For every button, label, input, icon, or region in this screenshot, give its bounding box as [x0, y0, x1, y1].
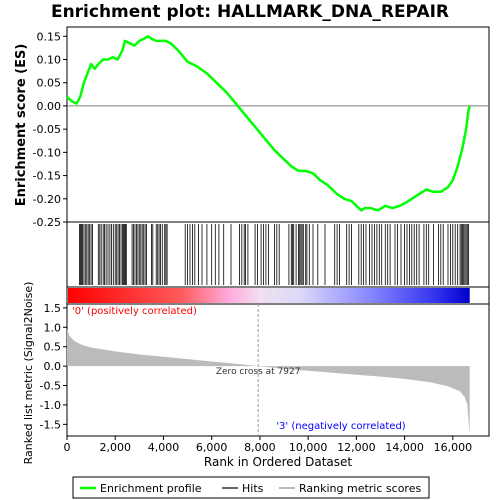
es-y-tick-label: -0.25: [33, 216, 61, 229]
es-y-tick-label: -0.05: [33, 123, 61, 136]
metric-y-tick-label: 1.5: [44, 302, 62, 315]
metric-y-tick-label: -1.5: [40, 418, 61, 431]
metric-y-tick-label: 0.0: [44, 360, 62, 373]
es-y-tick-label: -0.15: [33, 170, 61, 183]
chart-title: Enrichment plot: HALLMARK_DNA_REPAIR: [51, 2, 449, 22]
rank-color-bar: [66, 286, 490, 305]
metric-y-tick-label: 1.0: [44, 321, 62, 334]
es-y-tick-label: -0.10: [33, 146, 61, 159]
negative-correlation-label: '3' (negatively correlated): [276, 421, 405, 432]
x-tick-label: 6,000: [196, 441, 228, 454]
enrichment-profile-line: [66, 35, 471, 212]
es-y-tick-label: 0.05: [37, 77, 62, 90]
es-plot-frame: [66, 26, 490, 223]
metric-y-tick-label: -0.5: [40, 380, 61, 393]
x-tick-label: 10,000: [289, 441, 328, 454]
x-tick-label: 2,000: [99, 441, 131, 454]
legend: Enrichment profile Hits Ranking metric s…: [72, 476, 430, 499]
metric-y-axis-label: Ranked list metric (Signal2Noise): [22, 282, 35, 465]
es-y-axis-label: Enrichment score (ES): [14, 44, 29, 207]
legend-box: [72, 476, 430, 499]
x-tick-label: 0: [64, 441, 71, 454]
x-tick-label: 4,000: [148, 441, 180, 454]
metric-y-tick-label: -1.0: [40, 399, 61, 412]
x-axis-label: Rank in Ordered Dataset: [204, 455, 352, 469]
x-tick-label: 14,000: [385, 441, 424, 454]
es-y-tick-label: 0.15: [37, 30, 62, 43]
legend-label-enrichment: Enrichment profile: [100, 482, 202, 495]
es-panel: 0.15 0.10 0.05 0.00 -0.05 -0.10 -0.15 -0.20 -0.2…: [14, 26, 490, 229]
hits-panel: [66, 221, 490, 288]
zero-cross-label: Zero cross at 7927: [216, 367, 301, 377]
legend-label-hits: Hits: [242, 482, 264, 495]
es-y-tick-label: -0.20: [33, 193, 61, 206]
positive-correlation-label: '0' (positively correlated): [72, 306, 197, 317]
legend-label-metric: Ranking metric scores: [299, 482, 421, 495]
hits-frame: [66, 221, 490, 288]
color-bar-gradient: [68, 288, 470, 303]
es-y-tick-label: 0.10: [37, 54, 62, 67]
x-tick-label: 12,000: [337, 441, 376, 454]
metric-panel: 1.5 1.0 0.5 0.0 -0.5 -1.0 -1.5 '0' (positively…: [22, 282, 490, 465]
x-tick-label: 16,000: [434, 441, 473, 454]
metric-y-tick-label: 0.5: [44, 341, 62, 354]
x-tick-label: 8,000: [244, 441, 276, 454]
es-y-tick-label: 0.00: [37, 100, 62, 113]
x-axis: 0 2,000 4,000 6,000 8,000 10,000 12,000 14,000 1…: [64, 436, 473, 454]
